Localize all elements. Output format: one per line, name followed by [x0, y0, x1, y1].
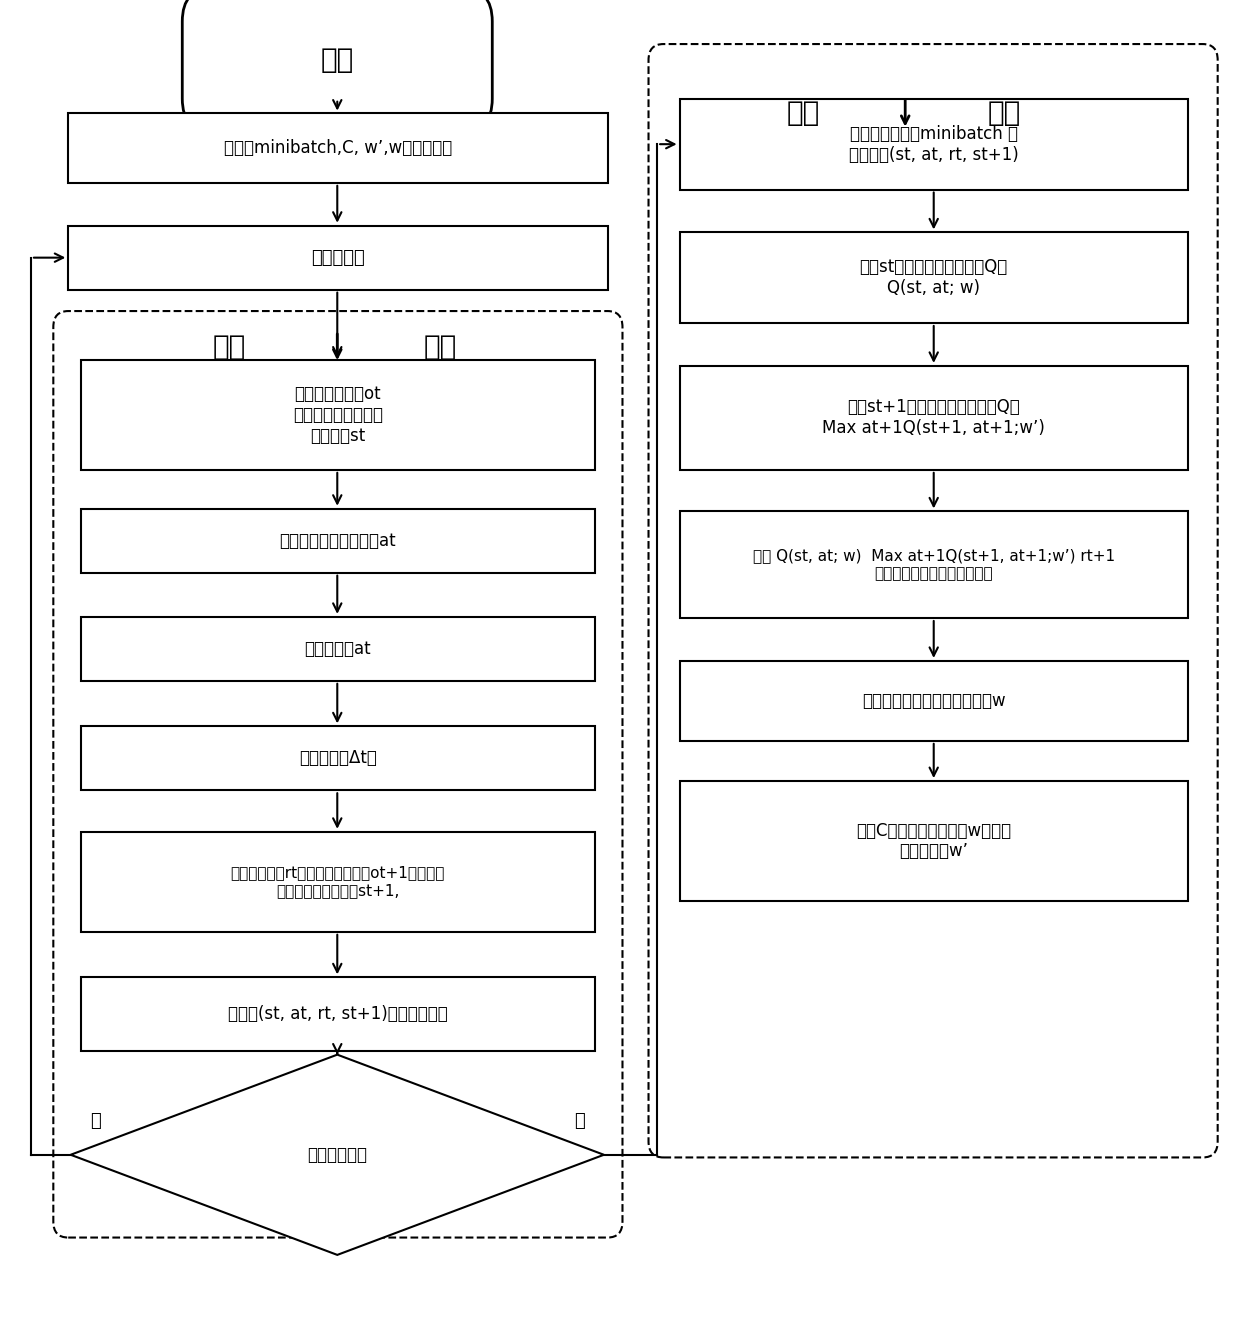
Text: 初始化minibatch,C, w’,w及相关参数: 初始化minibatch,C, w’,w及相关参数 [223, 139, 453, 158]
Text: 模块: 模块 [988, 100, 1021, 127]
FancyBboxPatch shape [182, 0, 492, 132]
Text: 控制决策模块选择策略at: 控制决策模块选择策略at [279, 531, 397, 550]
Bar [680, 511, 1188, 618]
Text: 回放记忆池抓取minibatch 个
记忆单元(st, at, rt, st+1): 回放记忆池抓取minibatch 个 记忆单元(st, at, rt, st+1… [849, 124, 1018, 164]
Bar [81, 617, 595, 681]
Bar [680, 366, 1188, 470]
Text: 初始化环境: 初始化环境 [311, 248, 365, 267]
Text: 交互: 交互 [213, 334, 246, 360]
Text: 模块: 模块 [424, 334, 456, 360]
Text: 由环境获得观察ot
经状态感知模块处理
获得状态st: 由环境获得观察ot 经状态感知模块处理 获得状态st [293, 386, 383, 445]
Text: 梯度下降技术更新当前値网络w: 梯度下降技术更新当前値网络w [862, 692, 1006, 710]
Text: 是: 是 [91, 1112, 100, 1131]
Text: 输入 Q(st, at; w)  Max at+1Q(st+1, at+1;w’) rt+1
由误差函数模块获得损失函数: 输入 Q(st, at; w) Max at+1Q(st+1, at+1;w’)… [753, 549, 1115, 581]
Text: 环境获得反馈rt，得到下一步观测ot+1，经过状
态感知模块得到状态st+1,: 环境获得反馈rt，得到下一步观测ot+1，经过状 态感知模块得到状态st+1, [231, 865, 445, 898]
Text: 否: 否 [574, 1112, 584, 1131]
Bar [680, 99, 1188, 190]
Bar [81, 726, 595, 790]
Text: 仿真是否结束: 仿真是否结束 [308, 1145, 367, 1164]
Bar [680, 781, 1188, 901]
Bar [680, 232, 1188, 323]
Bar [68, 113, 608, 183]
Text: 开始: 开始 [321, 47, 353, 73]
Bar [81, 509, 595, 573]
Bar [81, 360, 595, 470]
Bar [81, 977, 595, 1051]
Text: 存经验(st, at, rt, st+1)到回放记忆池: 存经验(st, at, rt, st+1)到回放记忆池 [228, 1005, 448, 1023]
Bar [680, 661, 1188, 741]
Text: 仿真器执行Δt秒: 仿真器执行Δt秒 [299, 749, 377, 768]
Text: 更新: 更新 [787, 100, 820, 127]
Text: 每隔C步拷贝当前値网络w参数到
目标値网络w’: 每隔C步拷贝当前値网络w参数到 目标値网络w’ [856, 821, 1012, 861]
Polygon shape [71, 1055, 604, 1255]
Text: 对于st，由当前値网络技术Q値
Q(st, at; w): 对于st，由当前値网络技术Q値 Q(st, at; w) [859, 258, 1008, 298]
Text: 对于st+1，由目标値网络技术Q値
Max at+1Q(st+1, at+1;w’): 对于st+1，由目标値网络技术Q値 Max at+1Q(st+1, at+1;w… [822, 398, 1045, 438]
Bar [68, 226, 608, 290]
Bar [81, 832, 595, 932]
Text: 控制器执行at: 控制器执行at [305, 639, 371, 658]
